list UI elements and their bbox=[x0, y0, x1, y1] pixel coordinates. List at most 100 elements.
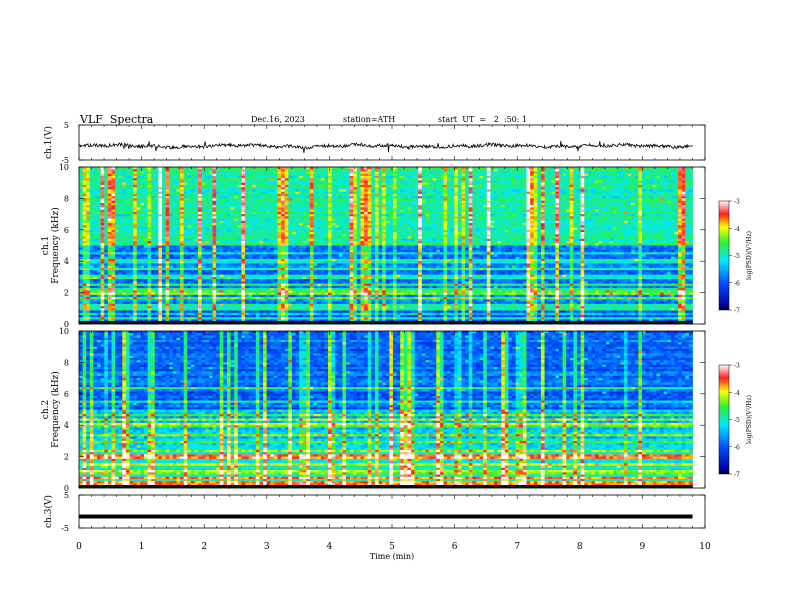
spectrogram-cell bbox=[335, 169, 339, 172]
spectrogram-cell bbox=[472, 178, 476, 181]
spectrogram-cell bbox=[353, 185, 357, 188]
spectrogram-cell bbox=[339, 169, 343, 172]
spectrogram-cell bbox=[140, 185, 144, 188]
spectrogram-cell bbox=[205, 185, 209, 188]
spectrogram-cell bbox=[216, 178, 220, 181]
spectrogram-cell bbox=[151, 169, 155, 172]
spectrogram-cell bbox=[97, 169, 101, 172]
spectrogram-cell bbox=[545, 169, 549, 172]
spectrogram-cell bbox=[407, 169, 411, 172]
spectrogram-cell bbox=[656, 169, 660, 172]
spectrogram-cell bbox=[443, 185, 447, 188]
spectrogram-cell bbox=[425, 178, 429, 181]
spectrogram-cell bbox=[259, 178, 263, 181]
spectrogram-cell bbox=[324, 178, 328, 181]
spectrogram-cell bbox=[299, 185, 303, 188]
spectrogram-cell bbox=[505, 185, 509, 188]
spectrogram-cell bbox=[162, 178, 166, 181]
spectrogram-cell bbox=[173, 169, 177, 172]
spectrogram-cell bbox=[133, 178, 137, 181]
spectrogram-cell bbox=[249, 178, 253, 181]
spectrogram-cell bbox=[552, 178, 556, 181]
spectrogram-cell bbox=[256, 169, 260, 172]
spectrogram-cell bbox=[166, 178, 170, 181]
spectrogram-cell bbox=[490, 178, 494, 181]
spectrogram-cell bbox=[371, 178, 375, 181]
spectrogram-cell bbox=[501, 178, 505, 181]
spectrogram-cell bbox=[581, 178, 585, 181]
spectrogram-cell bbox=[588, 169, 592, 172]
spectrogram-cell bbox=[617, 185, 621, 188]
spectrogram-cell bbox=[516, 185, 520, 188]
spectrogram-cell bbox=[281, 178, 285, 181]
spectrogram-cell bbox=[209, 169, 213, 172]
spectrogram-cell bbox=[656, 185, 660, 188]
spectrogram-cell bbox=[458, 178, 462, 181]
spectrogram-cell bbox=[667, 169, 671, 172]
spectrogram-cell bbox=[314, 169, 318, 172]
spectrogram-cell bbox=[613, 169, 617, 172]
spectrogram-cell bbox=[660, 178, 664, 181]
spectrogram-cell bbox=[223, 169, 227, 172]
spectrogram-cell bbox=[566, 185, 570, 188]
spectrogram-cell bbox=[620, 185, 624, 188]
spectrogram-cell bbox=[83, 169, 87, 172]
spectrogram-cell bbox=[115, 185, 119, 188]
spectrogram-cell bbox=[292, 169, 296, 172]
spectrogram-cell bbox=[577, 169, 581, 172]
spectrogram-cell bbox=[382, 169, 386, 172]
spectrogram-cell bbox=[570, 178, 574, 181]
spectrogram-cell bbox=[397, 178, 401, 181]
spectrogram-cell bbox=[523, 178, 527, 181]
spectrogram-cell bbox=[360, 169, 364, 172]
spectrogram-cell bbox=[664, 178, 668, 181]
spectrogram-cell bbox=[689, 178, 693, 181]
spectrogram-cell bbox=[447, 185, 451, 188]
spectrogram-cell bbox=[306, 185, 310, 188]
spectrogram-cell bbox=[613, 178, 617, 181]
spectrogram-cell bbox=[180, 185, 184, 188]
spectrogram-cell bbox=[119, 169, 123, 172]
spectrogram-cell bbox=[245, 178, 249, 181]
spectrogram-cell bbox=[79, 178, 83, 181]
spectrogram-cell bbox=[487, 178, 491, 181]
spectrogram-cell bbox=[505, 178, 509, 181]
spectrogram-cell bbox=[162, 185, 166, 188]
spectrogram-cell bbox=[339, 185, 343, 188]
spectrogram-cell bbox=[173, 178, 177, 181]
spectrogram-cell bbox=[111, 185, 115, 188]
spectrogram-cell bbox=[194, 169, 198, 172]
spectrogram-cell bbox=[227, 178, 231, 181]
spectrogram-cell bbox=[480, 185, 484, 188]
spectrogram-cell bbox=[382, 178, 386, 181]
spectrogram-cell bbox=[476, 169, 480, 172]
spectrogram-cell bbox=[674, 178, 678, 181]
spectrogram-cell bbox=[216, 169, 220, 172]
spectrogram-cell bbox=[631, 178, 635, 181]
spectrogram-cell bbox=[447, 169, 451, 172]
spectrogram-cell bbox=[407, 178, 411, 181]
spectrogram-cell bbox=[563, 185, 567, 188]
spectrogram-cell bbox=[353, 178, 357, 181]
spectrogram-cell bbox=[548, 185, 552, 188]
spectrogram-cell bbox=[472, 169, 476, 172]
spectrogram-cell bbox=[270, 169, 274, 172]
spectrogram-cell bbox=[389, 185, 393, 188]
spectrogram-cell bbox=[436, 185, 440, 188]
spectrogram-cell bbox=[303, 178, 307, 181]
spectrogram-cell bbox=[389, 178, 393, 181]
spectrogram-cell bbox=[581, 185, 585, 188]
spectrogram-cell bbox=[288, 185, 292, 188]
spectrogram-cell bbox=[512, 178, 516, 181]
spectrogram-cell bbox=[202, 169, 206, 172]
spectrogram-cell bbox=[274, 178, 278, 181]
spectrogram-cell bbox=[671, 185, 675, 188]
spectrogram-cell bbox=[664, 185, 668, 188]
spectrogram-cell bbox=[469, 169, 473, 172]
spectrogram-cell bbox=[573, 178, 577, 181]
spectrogram-cell bbox=[646, 178, 650, 181]
spectrogram-cell bbox=[241, 169, 245, 172]
spectrogram-cell bbox=[328, 185, 332, 188]
spectrogram-cell bbox=[148, 169, 152, 172]
spectrogram-cell bbox=[191, 169, 195, 172]
